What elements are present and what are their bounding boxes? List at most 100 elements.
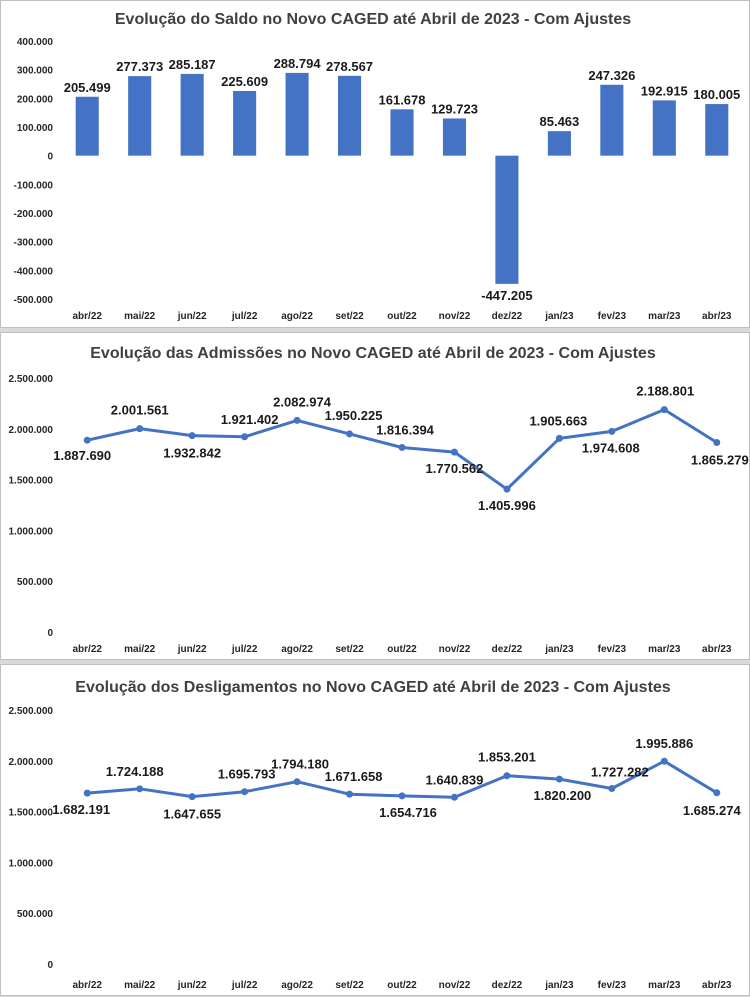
data-point: [713, 438, 721, 446]
x-tick-label: fev/23: [598, 644, 627, 655]
x-tick-label: jul/22: [231, 980, 258, 991]
data-label: 1.853.201: [478, 750, 536, 765]
x-tick-label: abr/23: [702, 311, 732, 322]
bar: [547, 131, 571, 156]
bar: [128, 76, 152, 156]
data-label: 1.724.188: [106, 764, 164, 779]
data-label: 1.695.793: [218, 767, 276, 782]
bar: [442, 118, 467, 156]
data-label: 192.915: [641, 83, 688, 98]
x-tick-label: set/22: [335, 980, 364, 991]
data-label: 1.794.180: [271, 757, 329, 772]
x-tick-label: abr/23: [702, 980, 732, 991]
bar: [652, 100, 676, 156]
admissoes-line-chart: Evolução das Admissões no Novo CAGED até…: [9, 345, 749, 655]
bar: [180, 73, 204, 156]
y-tick-label: 0: [47, 628, 53, 639]
x-tick-label: jun/22: [177, 644, 207, 655]
x-tick-label: jun/22: [177, 311, 207, 322]
x-tick-label: mar/23: [648, 644, 681, 655]
data-label: 1.995.886: [635, 736, 693, 751]
y-tick-label: 1.500.000: [9, 808, 54, 819]
y-tick-label: 0: [47, 152, 53, 163]
bar: [233, 90, 257, 156]
bar: [705, 104, 729, 156]
chart-title: Evolução do Saldo no Novo CAGED até Abri…: [115, 11, 631, 28]
data-label: 1.887.690: [53, 448, 111, 463]
data-point: [346, 430, 354, 438]
data-label: 161.678: [379, 92, 426, 107]
data-point: [398, 443, 406, 451]
y-tick-label: -200.000: [14, 209, 54, 220]
x-tick-label: jun/22: [177, 980, 207, 991]
y-tick-label: -100.000: [14, 180, 54, 191]
data-label: 129.723: [431, 101, 478, 116]
data-point: [136, 785, 144, 793]
data-point: [503, 485, 511, 493]
x-tick-label: abr/22: [72, 311, 102, 322]
bar: [285, 72, 309, 156]
data-label: 1.640.839: [426, 772, 484, 787]
data-point: [713, 789, 721, 797]
bar: [390, 109, 414, 156]
y-tick-label: 1.000.000: [9, 526, 54, 537]
data-label: 1.654.716: [379, 805, 437, 820]
x-tick-label: jan/23: [544, 644, 574, 655]
data-label: 180.005: [693, 87, 740, 102]
data-label: 1.647.655: [163, 807, 221, 822]
x-tick-label: out/22: [387, 644, 417, 655]
desligamentos-line-chart: Evolução dos Desligamentos no Novo CAGED…: [9, 679, 742, 991]
data-label: 247.326: [588, 68, 635, 83]
data-label: 2.001.561: [111, 403, 169, 418]
data-label: 1.974.608: [582, 440, 640, 455]
data-label: 85.463: [540, 114, 580, 129]
chart-title: Evolução das Admissões no Novo CAGED até…: [90, 345, 656, 362]
x-tick-label: abr/22: [72, 980, 102, 991]
data-label: 2.082.974: [273, 394, 332, 409]
data-point: [398, 792, 406, 800]
data-point: [188, 432, 196, 440]
data-point: [608, 785, 616, 793]
y-tick-label: 100.000: [17, 123, 54, 134]
x-tick-label: set/22: [335, 644, 364, 655]
data-label: 1.816.394: [376, 422, 435, 437]
data-point: [241, 788, 249, 796]
x-tick-label: abr/22: [72, 644, 102, 655]
data-point: [188, 793, 196, 801]
data-label: 1.950.225: [325, 408, 383, 423]
y-tick-label: -300.000: [14, 238, 54, 249]
x-tick-label: nov/22: [439, 311, 471, 322]
chart-title: Evolução dos Desligamentos no Novo CAGED…: [75, 679, 670, 696]
data-label: 205.499: [64, 80, 111, 95]
data-label: 1.671.658: [325, 769, 383, 784]
y-tick-label: 1.000.000: [9, 858, 54, 869]
x-tick-label: abr/23: [702, 644, 732, 655]
x-tick-label: dez/22: [492, 644, 523, 655]
x-tick-label: mar/23: [648, 980, 681, 991]
x-tick-label: ago/22: [281, 980, 313, 991]
x-tick-label: mai/22: [124, 644, 156, 655]
y-tick-label: 200.000: [17, 94, 54, 105]
x-tick-label: fev/23: [598, 311, 627, 322]
x-tick-label: jan/23: [544, 980, 574, 991]
data-label: -447.205: [481, 288, 532, 303]
data-point: [83, 789, 91, 797]
data-label: 278.567: [326, 59, 373, 74]
x-tick-label: jul/22: [231, 644, 258, 655]
data-point: [293, 778, 301, 786]
x-tick-label: dez/22: [492, 980, 523, 991]
data-point: [660, 757, 668, 765]
data-point: [608, 427, 616, 435]
data-label: 1.770.562: [426, 461, 484, 476]
data-point: [555, 775, 563, 783]
x-tick-label: nov/22: [439, 980, 471, 991]
data-label: 1.727.282: [591, 765, 649, 780]
y-tick-label: 500.000: [17, 909, 54, 920]
data-point: [503, 772, 511, 780]
x-tick-label: jan/23: [544, 311, 574, 322]
x-tick-label: ago/22: [281, 311, 313, 322]
data-point: [136, 425, 144, 433]
data-label: 1.932.842: [163, 446, 221, 461]
x-tick-label: mar/23: [648, 311, 681, 322]
y-tick-label: 0: [47, 960, 53, 971]
